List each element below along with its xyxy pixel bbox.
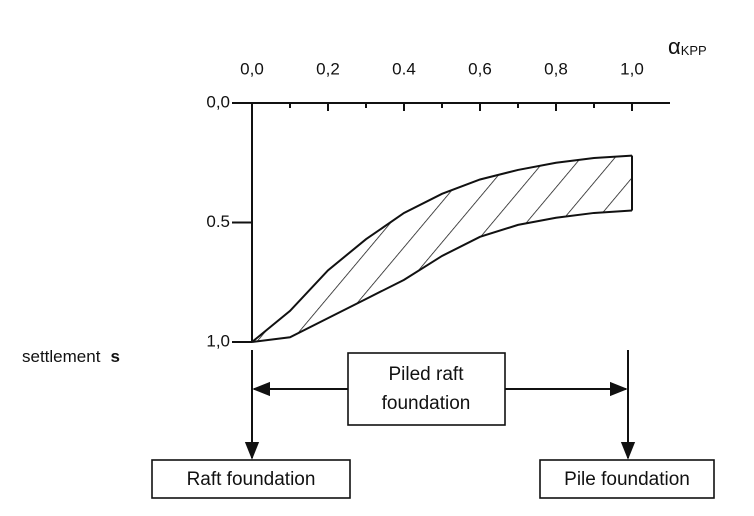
x-tick-label: 0,6 <box>468 59 492 78</box>
y-tick-label: 1,0 <box>206 331 230 350</box>
x-tick-label: 0.4 <box>392 59 416 78</box>
raft-box <box>151 459 351 499</box>
piled-raft-box <box>347 352 506 426</box>
x-axis-label: αKPP <box>668 34 707 59</box>
annotations: Piled raft foundation Raft foundation Pi… <box>151 350 715 499</box>
band-curve <box>251 154 633 343</box>
band-curve <box>251 209 633 343</box>
pile-label: Pile foundation <box>564 469 690 490</box>
x-tick-label: 1,0 <box>620 59 644 78</box>
x-axis-subscript: KPP <box>681 43 707 58</box>
x-tick-label: 0,0 <box>240 59 264 78</box>
raft-label: Raft foundation <box>187 469 316 490</box>
x-tick-label: 0,8 <box>544 59 568 78</box>
x-tick-label: 0,2 <box>316 59 340 78</box>
x-axis-symbol: α <box>668 34 681 59</box>
y-axis-symbol: s <box>110 347 119 366</box>
plot: 0,0 0,2 0.4 0,6 0,8 1,0 0,0 0.5 1,0 <box>206 59 670 350</box>
y-tick-label: 0,0 <box>206 92 230 111</box>
pile-box <box>539 459 715 499</box>
y-axis-text: settlement <box>22 347 101 366</box>
hatch-fill <box>252 155 632 342</box>
y-axis-label: settlement s <box>22 347 120 366</box>
piled-raft-label: Piled raft <box>389 364 465 385</box>
piled-raft-label: foundation <box>382 393 471 414</box>
y-tick-label: 0.5 <box>206 212 230 231</box>
